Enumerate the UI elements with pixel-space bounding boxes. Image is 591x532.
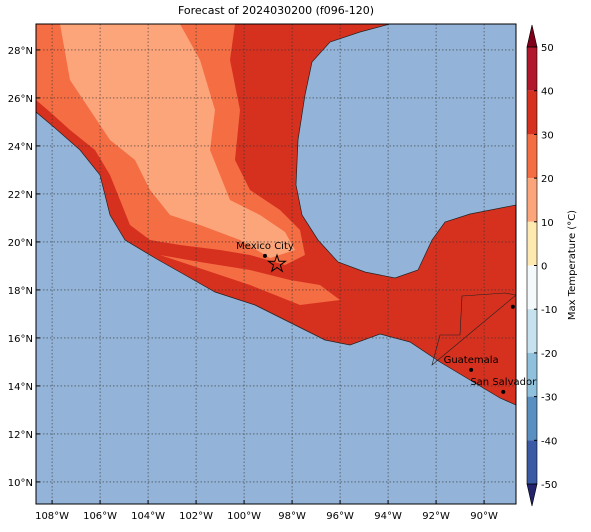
city-dot — [262, 253, 267, 258]
colorbar-band — [527, 352, 537, 397]
x-tick-label: 90°W — [470, 511, 498, 522]
colorbar-band — [527, 178, 537, 222]
x-tick-label: 106°W — [83, 511, 117, 522]
colorbar-band — [527, 134, 537, 179]
colorbar-extend-top — [526, 24, 538, 48]
colorbar-band — [527, 47, 537, 91]
x-tick-label: 98°W — [278, 511, 306, 522]
colorbar-extend-bottom — [526, 483, 538, 507]
colorbar-tick-label: 40 — [541, 87, 554, 98]
colorbar-tick-label: -10 — [541, 305, 557, 316]
x-tick-label: 104°W — [131, 511, 165, 522]
plateau-zone — [60, 24, 295, 258]
city-dot — [469, 367, 474, 372]
y-tick-label: 16°N — [8, 334, 33, 345]
colorbar-tick-label: 20 — [541, 174, 554, 185]
y-tick-label: 14°N — [8, 382, 33, 393]
point-dot — [510, 304, 515, 309]
colorbar-band — [527, 309, 537, 353]
city-label: San Salvador — [470, 377, 537, 388]
colorbar-tick-label: 30 — [541, 130, 554, 141]
x-tick-label: 102°W — [179, 511, 213, 522]
colorbar-tick-label: 0 — [541, 262, 547, 273]
colorbar-tick-label: -40 — [541, 436, 557, 447]
colorbar-band — [527, 396, 537, 441]
map-frame — [35, 23, 517, 505]
y-tick-label: 10°N — [8, 478, 33, 489]
x-tick-label: 96°W — [326, 511, 354, 522]
x-tick-label: 92°W — [422, 511, 450, 522]
colorbar-tick-label: 10 — [541, 218, 554, 229]
colorbar-tick-label: 50 — [541, 43, 554, 54]
y-tick-label: 20°N — [8, 238, 33, 249]
colorbar-band — [527, 90, 537, 135]
y-tick-label: 26°N — [8, 94, 33, 105]
y-tick-label: 18°N — [8, 286, 33, 297]
map-area — [36, 24, 516, 504]
border — [431, 292, 516, 366]
coast-zone — [130, 245, 340, 305]
colorbar-band — [527, 440, 537, 484]
y-tick-label: 22°N — [8, 190, 33, 201]
y-tick-label: 12°N — [8, 430, 33, 441]
city-dot — [501, 389, 506, 394]
map-title: Forecast of 2024030200 (f096-120) — [178, 4, 374, 17]
y-tick-label: 24°N — [8, 142, 33, 153]
y-tick-label: 28°N — [8, 46, 33, 57]
x-tick-label: 100°W — [227, 511, 261, 522]
city-label: Guatemala — [444, 355, 499, 366]
graticule — [36, 24, 516, 504]
colorbar-tick-label: -20 — [541, 349, 557, 360]
city-label: Mexico City — [236, 241, 294, 252]
colorbar-band — [527, 221, 537, 266]
x-tick-label: 108°W — [35, 511, 69, 522]
colorbar-tick-label: -30 — [541, 393, 557, 404]
colorbar-tick-label: -50 — [541, 480, 557, 491]
colorbar: 50 40 30 20 10 0 -10 -20 -30 -40 -50 — [526, 24, 557, 507]
x-tick-label: 94°W — [374, 511, 402, 522]
colorbar-label: Max Temperature (°C) — [567, 210, 578, 320]
colorbar-band — [527, 265, 537, 310]
star-marker — [266, 253, 288, 273]
